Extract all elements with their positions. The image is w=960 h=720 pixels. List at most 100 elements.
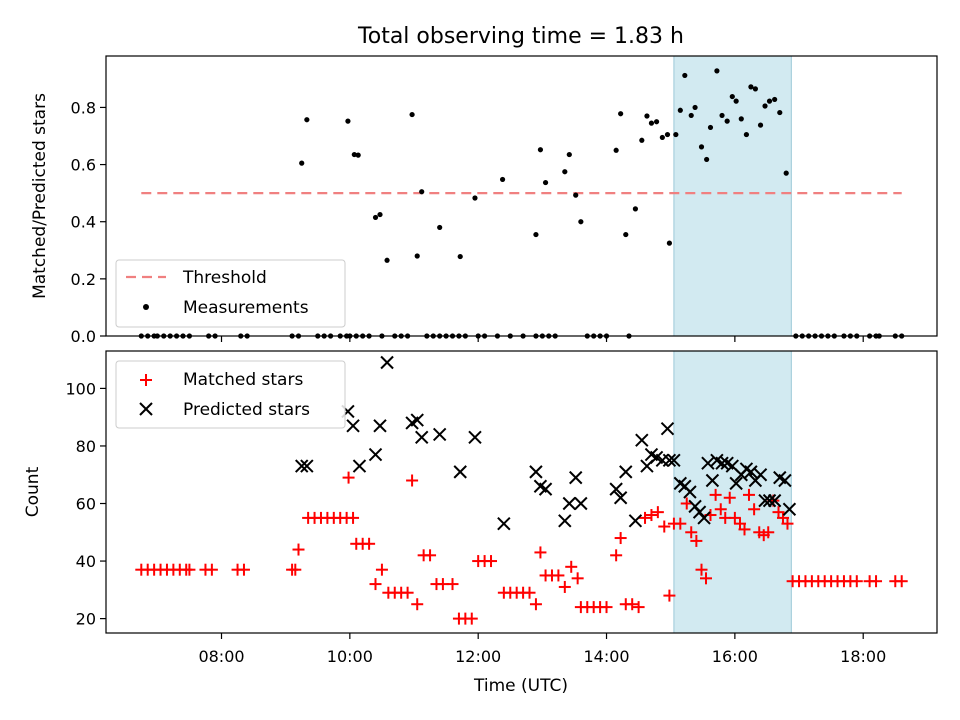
y-ticks-bottom: 20 40 60 80 100 [65, 379, 106, 629]
matched-star-point [610, 549, 623, 562]
measurement-point [733, 98, 739, 104]
predicted-star-point [432, 427, 447, 442]
measurement-point [698, 144, 705, 150]
matched-star-point [600, 601, 613, 614]
measurement-point [677, 107, 683, 113]
predicted-star-point [715, 456, 729, 470]
measurement-point [673, 131, 679, 138]
predicted-star-point [380, 355, 394, 370]
matched-star-point [709, 488, 722, 501]
y-tick-label: 0.6 [71, 156, 96, 175]
y-ticks-top: 0.0 0.2 0.4 0.6 0.8 [71, 98, 106, 346]
legend-predicted-label: Predicted stars [183, 400, 310, 420]
matched-star-point [626, 598, 639, 611]
measurement-point [762, 103, 768, 109]
y-axis-label-top: Matched/Predicted stars [30, 93, 50, 299]
predicted-star-point [635, 433, 649, 447]
measurement-point [578, 219, 584, 225]
predicted-star-point [562, 496, 577, 511]
measurement-point [542, 179, 549, 186]
measurement-point [639, 137, 645, 143]
predicted-star-point [683, 485, 697, 499]
matched-star-point [738, 523, 751, 536]
x-tick-label: 10:00 [327, 647, 373, 666]
measurement-point [566, 151, 572, 158]
matched-star-point [762, 526, 775, 539]
predicted-star-point [609, 482, 623, 496]
legend-top: Threshold Measurements [115, 259, 346, 328]
measurement-point [682, 72, 688, 79]
y-tick-label: 0.0 [71, 327, 96, 346]
matched-star-point [639, 511, 652, 524]
matched-star-point [699, 572, 712, 585]
predicted-star-point [767, 493, 782, 508]
predicted-star-point [453, 465, 467, 479]
measurement-point [562, 169, 568, 175]
matched-star-point [401, 586, 414, 599]
x-tick-label: 08:00 [198, 647, 244, 666]
measurement-point [748, 84, 754, 90]
legend-predicted-swatch [139, 402, 153, 416]
matched-star-point [781, 517, 794, 530]
predicted-star-point [705, 473, 720, 488]
measurement-point [719, 112, 725, 119]
y-tick-label: 0.8 [71, 98, 96, 117]
predicted-star-point [660, 421, 675, 436]
matched-star-point [446, 578, 459, 591]
predicted-star-point [744, 465, 758, 479]
highlight-span [673, 350, 792, 634]
measurement-point [409, 111, 415, 118]
matched-star-point [658, 520, 671, 533]
matched-star-point [534, 546, 547, 559]
measurement-point [664, 131, 671, 138]
matched-star-point [424, 549, 437, 562]
y-axis-label-bottom: Count [23, 466, 43, 517]
measurement-point [537, 147, 544, 153]
measurement-point [659, 134, 665, 141]
matched-star-point [728, 511, 741, 524]
bottom-axes-frame [105, 350, 938, 634]
measurement-point [644, 113, 650, 119]
matched-star-point [369, 578, 382, 591]
predicted-star-point [410, 413, 424, 427]
measurement-point [772, 96, 778, 103]
measurement-point [766, 98, 773, 104]
measurement-point [707, 124, 714, 131]
measurement-point [714, 68, 720, 74]
matched-star-point [406, 474, 419, 487]
predicted-star-point [373, 419, 387, 433]
predicted-star-point [758, 493, 772, 508]
legend-matched-swatch [140, 374, 152, 386]
matched-star-point [663, 589, 676, 602]
matched-star-point [571, 572, 584, 585]
y-tick-label: 60 [76, 495, 96, 514]
measurement-point [648, 120, 655, 126]
predicted-star-point [574, 496, 588, 511]
matched-star-point [685, 526, 698, 539]
x-axis-label: Time (UTC) [473, 676, 568, 696]
predicted-star-point [569, 470, 583, 485]
matched-star-point [742, 488, 755, 501]
measurement-point [729, 93, 735, 100]
top-panel: 0.00.20.40.60.8 Matched/Predicted stars … [30, 55, 938, 346]
matched-star-point [674, 517, 687, 530]
measurement-point [743, 131, 750, 138]
matched-star-point [205, 563, 218, 576]
measurement-point [304, 117, 310, 123]
predicted-star-point [782, 502, 797, 516]
matched-star-point [552, 569, 565, 582]
matched-star-point [850, 575, 863, 588]
predicted-star-point [529, 465, 543, 479]
measurement-point [437, 224, 443, 231]
matched-star-point [375, 563, 388, 576]
measurement-points [138, 68, 905, 339]
x-tick-label: 14:00 [583, 647, 629, 666]
measurement-point [351, 151, 357, 158]
measurement-point [355, 152, 361, 158]
predicted-star-point [729, 476, 743, 491]
bottom-panel: 20 40 60 80 100 08:00 10:00 12:00 14:00 16:00 18:… [23, 350, 938, 696]
matched-star-point [523, 586, 536, 599]
predicted-star-point [667, 453, 681, 468]
predicted-star-point [415, 430, 429, 445]
legend-top-box [115, 259, 346, 328]
